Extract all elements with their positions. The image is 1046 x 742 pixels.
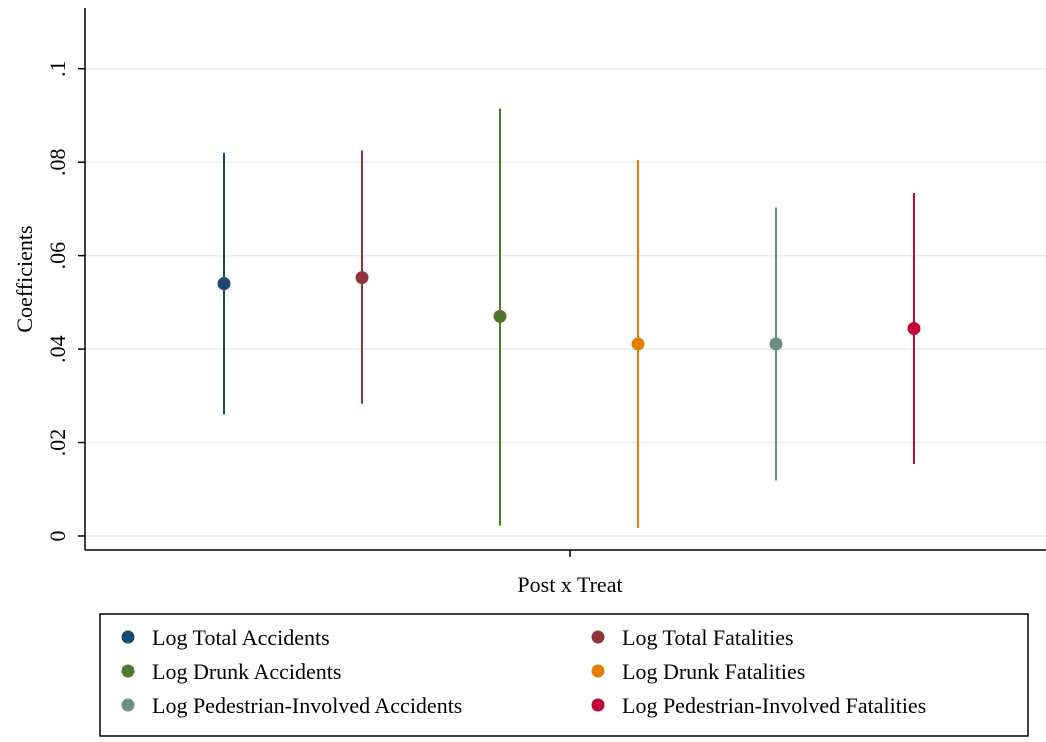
legend-marker	[121, 664, 135, 678]
y-tick-label: .02	[45, 429, 70, 457]
y-tick-label: .1	[45, 60, 70, 77]
legend-marker	[591, 664, 605, 678]
legend: Log Total Accidents Log Total Fatalities L…	[99, 613, 1029, 737]
point-estimate	[217, 277, 231, 291]
legend-item: Log Total Accidents	[121, 625, 330, 650]
y-tick-label: .04	[45, 335, 70, 363]
point-estimate	[493, 309, 507, 323]
series-4	[631, 159, 645, 529]
point-estimate	[907, 322, 921, 336]
point-estimate	[631, 337, 645, 351]
legend-item: Log Pedestrian-Involved Fatalities	[591, 693, 926, 718]
y-tick-label: 0	[45, 530, 70, 541]
y-axis-title: Coefficients	[12, 225, 37, 332]
legend-label: Log Pedestrian-Involved Fatalities	[622, 693, 926, 718]
x-axis-title: Post x Treat	[517, 572, 622, 597]
series-marks	[217, 108, 921, 529]
point-estimate	[355, 271, 369, 285]
legend-box	[99, 613, 1029, 737]
legend-marker	[591, 698, 605, 712]
legend-marker	[121, 698, 135, 712]
y-tick-label: .08	[45, 148, 70, 176]
series-1	[217, 152, 231, 415]
series-2	[355, 150, 369, 404]
series-6	[907, 193, 921, 465]
legend-item: Log Pedestrian-Involved Accidents	[121, 693, 462, 718]
point-estimate	[769, 337, 783, 351]
legend-label: Log Total Fatalities	[622, 625, 794, 650]
series-3	[493, 108, 507, 526]
legend-marker	[121, 630, 135, 644]
y-tick-label: .06	[45, 242, 70, 270]
legend-item: Log Drunk Fatalities	[591, 659, 805, 684]
legend-label: Log Pedestrian-Involved Accidents	[152, 693, 462, 718]
legend-label: Log Total Accidents	[152, 625, 330, 650]
axes	[84, 8, 1046, 557]
series-5	[769, 207, 783, 481]
legend-label: Log Drunk Accidents	[152, 659, 341, 684]
legend-label: Log Drunk Fatalities	[622, 659, 805, 684]
gridlines	[85, 67, 1046, 537]
y-tick-labels: 0 .02 .04 .06 .08 .1	[45, 60, 85, 541]
legend-items: Log Total Accidents Log Total Fatalities L…	[121, 625, 926, 718]
legend-item: Log Total Fatalities	[591, 625, 794, 650]
legend-item: Log Drunk Accidents	[121, 659, 341, 684]
legend-marker	[591, 630, 605, 644]
